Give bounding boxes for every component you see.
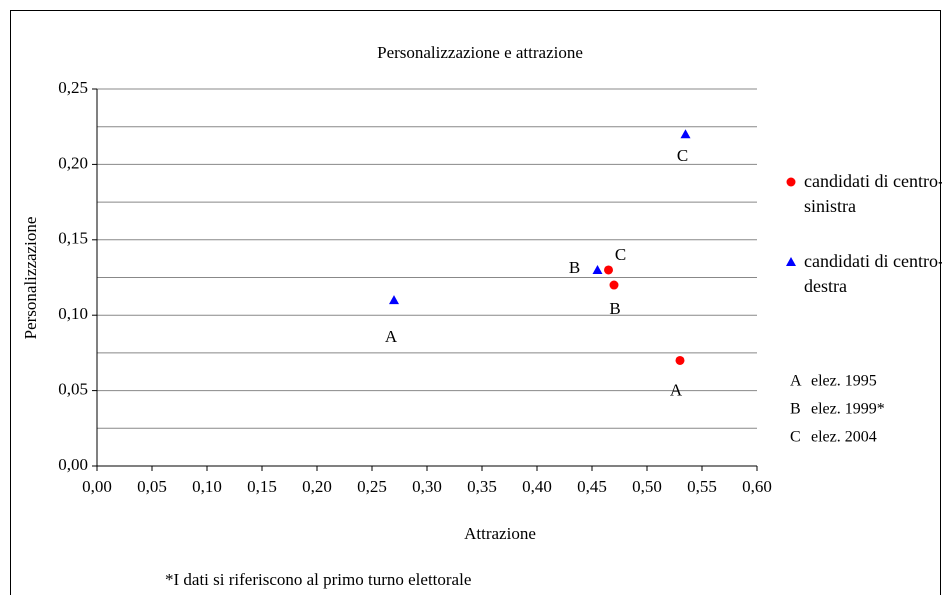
y-tick-label: 0,05 <box>58 380 88 399</box>
point <box>675 355 685 365</box>
point-label: A <box>385 327 398 346</box>
x-tick-label: 0,50 <box>632 477 662 496</box>
x-tick-label: 0,10 <box>192 477 222 496</box>
point <box>389 295 399 305</box>
footnote: *I dati si riferiscono al primo turno el… <box>165 570 471 589</box>
point-label: C <box>677 146 688 165</box>
y-tick-label: 0,15 <box>58 229 88 248</box>
note-key: A <box>790 373 802 390</box>
point <box>680 129 691 139</box>
legend-marker <box>786 257 796 266</box>
note-text: elez. 1995 <box>811 373 877 390</box>
y-tick-label: 0,10 <box>58 304 88 323</box>
x-tick-label: 0,00 <box>82 477 112 496</box>
x-tick-label: 0,30 <box>412 477 442 496</box>
chart-title: Personalizzazione e attrazione <box>377 43 583 62</box>
x-tick-label: 0,40 <box>522 477 552 496</box>
x-tick-label: 0,25 <box>357 477 387 496</box>
point <box>604 265 613 275</box>
x-tick-label: 0,05 <box>137 477 167 496</box>
point-label: B <box>609 299 620 318</box>
point <box>609 280 619 290</box>
legend-marker <box>786 177 796 187</box>
y-axis-label: Personalizzazione <box>21 217 40 340</box>
x-tick-label: 0,55 <box>687 477 717 496</box>
y-tick-label: 0,20 <box>58 153 88 172</box>
legend-label: candidati di centro-sinistra <box>804 171 942 216</box>
note-text: elez. 1999* <box>811 401 885 418</box>
note-text: elez. 2004 <box>811 429 877 446</box>
point-label: B <box>569 258 580 277</box>
y-tick-label: 0,00 <box>58 455 88 474</box>
point-label: A <box>670 380 683 399</box>
x-tick-label: 0,45 <box>577 477 607 496</box>
note-key: C <box>790 429 801 446</box>
frame <box>10 10 941 595</box>
note-key: B <box>790 401 801 418</box>
x-tick-label: 0,35 <box>467 477 497 496</box>
point-label: C <box>615 245 626 264</box>
legend-label: candidati di centro-destra <box>804 251 942 296</box>
x-tick-label: 0,60 <box>742 477 772 496</box>
x-tick-label: 0,15 <box>247 477 277 496</box>
x-tick-label: 0,20 <box>302 477 332 496</box>
y-tick-label: 0,25 <box>58 78 88 97</box>
x-axis-label: Attrazione <box>464 524 536 543</box>
point <box>592 264 603 274</box>
